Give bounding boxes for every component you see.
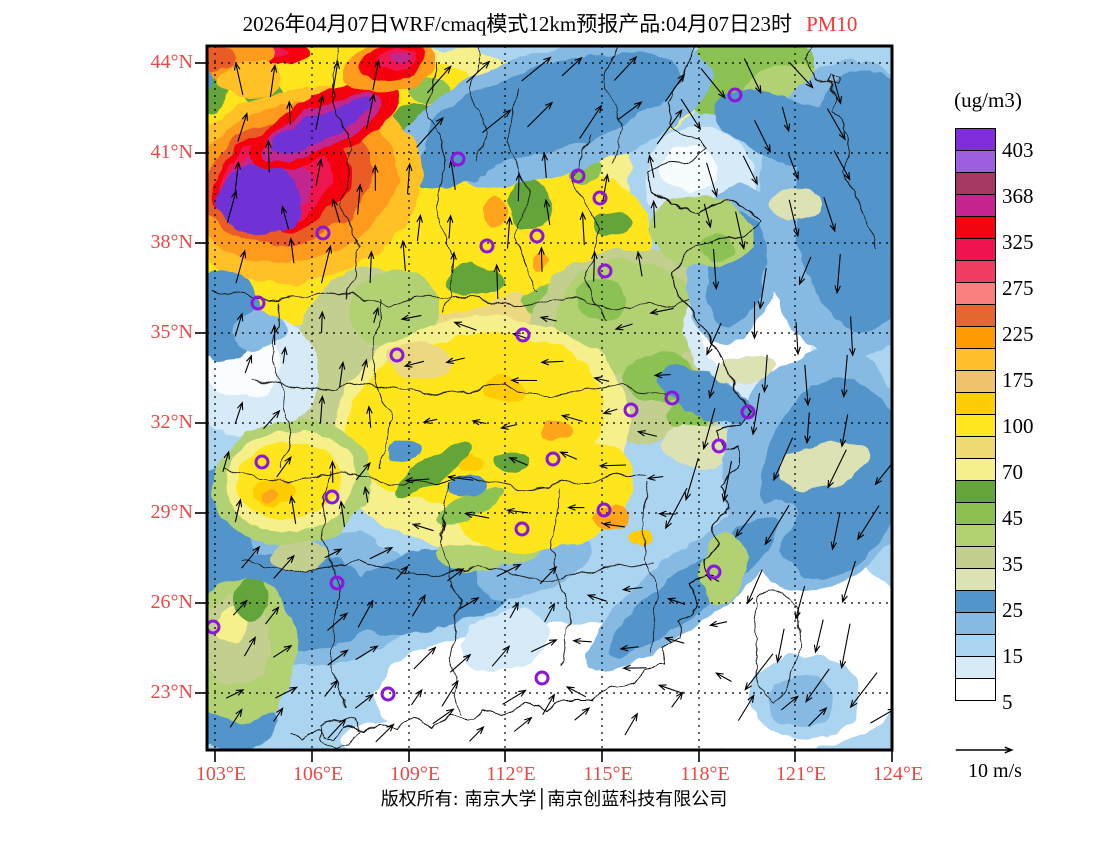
legend-color-box (955, 128, 996, 151)
page-title: 2026年04月07日WRF/cmaq模式12km预报产品:04月07日23时 P… (0, 8, 1100, 38)
city-marker (623, 402, 639, 418)
wind-reference-arrow (955, 746, 1014, 754)
map-plot-area (207, 46, 892, 750)
legend-color-box (955, 436, 996, 459)
city-marker (570, 168, 586, 184)
city-marker (380, 686, 396, 702)
legend-color-box (955, 238, 996, 261)
city-marker (592, 190, 608, 206)
legend-color-box (955, 568, 996, 591)
legend-color-box (955, 282, 996, 305)
lat-tick-label: 32°N (150, 411, 193, 433)
legend-color-box (955, 458, 996, 481)
lat-tick-label: 29°N (150, 501, 193, 523)
lon-tick-label: 124°E (872, 763, 924, 785)
legend-color-box (955, 348, 996, 371)
legend-value-label: 275 (1002, 276, 1034, 300)
city-marker (479, 238, 495, 254)
city-marker (207, 619, 221, 635)
legend-value-label: 35 (1002, 552, 1023, 576)
city-marker (727, 87, 743, 103)
lat-tick-label: 35°N (150, 321, 193, 343)
legend-color-box (955, 546, 996, 569)
city-marker (740, 404, 756, 420)
city-marker (596, 502, 612, 518)
legend-value-label: 15 (1002, 644, 1023, 668)
legend-color-box (955, 260, 996, 283)
pm10-field (207, 46, 892, 750)
legend-color-box (955, 326, 996, 349)
lon-tick-label: 109°E (389, 763, 441, 785)
lon-tick-label: 103°E (195, 763, 247, 785)
city-markers (207, 87, 756, 702)
city-marker (329, 575, 345, 591)
legend-value-label: 100 (1002, 414, 1034, 438)
map-frame (195, 44, 894, 762)
city-marker (664, 390, 680, 406)
city-marker (534, 670, 550, 686)
lat-tick-label: 38°N (150, 231, 193, 253)
city-marker (514, 521, 530, 537)
legend-value-label: 325 (1002, 230, 1034, 254)
city-marker (450, 151, 466, 167)
city-marker (324, 489, 340, 505)
city-marker (529, 228, 545, 244)
legend-color-box (955, 678, 996, 701)
legend-color-box (955, 392, 996, 415)
legend-color-box (955, 150, 996, 173)
legend-value-label: 45 (1002, 506, 1023, 530)
title-text: 2026年04月07日WRF/cmaq模式12km预报产品:04月07日23时 (242, 12, 793, 36)
legend-color-box (955, 612, 996, 635)
legend-color-box (955, 502, 996, 525)
wind-vectors (222, 55, 892, 743)
legend-value-label: 225 (1002, 322, 1034, 346)
city-marker (545, 451, 561, 467)
city-marker (706, 564, 722, 580)
graticule (207, 46, 892, 750)
legend-color-box (955, 634, 996, 657)
legend-color-box (955, 524, 996, 547)
legend-value-label: 25 (1002, 598, 1023, 622)
city-marker (315, 225, 331, 241)
lat-tick-label: 41°N (150, 141, 193, 163)
wind-reference-label: 10 m/s (968, 760, 1022, 782)
legend-color-box (955, 590, 996, 613)
city-marker (254, 454, 270, 470)
lon-tick-label: 121°E (775, 763, 827, 785)
legend-color-box (955, 216, 996, 239)
lat-tick-label: 26°N (150, 591, 193, 613)
city-marker (389, 347, 405, 363)
legend-value-label: 70 (1002, 460, 1023, 484)
legend-color-box (955, 414, 996, 437)
legend-value-label: 175 (1002, 368, 1034, 392)
legend-value-label: 368 (1002, 184, 1034, 208)
pollutant-label: PM10 (806, 12, 858, 36)
lon-tick-label: 106°E (292, 763, 344, 785)
lon-tick-label: 115°E (583, 763, 633, 785)
lat-tick-label: 23°N (150, 681, 193, 703)
city-marker (711, 438, 727, 454)
legend-color-box (955, 172, 996, 195)
lat-tick-label: 44°N (150, 51, 193, 73)
city-marker (250, 295, 266, 311)
lon-tick-label: 118°E (680, 763, 730, 785)
legend-colorbar (955, 128, 996, 701)
legend-value-label: 5 (1002, 690, 1013, 714)
city-marker (515, 327, 531, 343)
copyright-text: 版权所有: 南京大学│南京创蓝科技有限公司 (380, 789, 728, 810)
legend-color-box (955, 304, 996, 327)
legend-color-box (955, 370, 996, 393)
lon-tick-label: 112°E (486, 763, 536, 785)
legend-color-box (955, 194, 996, 217)
city-marker (597, 263, 613, 279)
legend-color-box (955, 656, 996, 679)
legend-unit-label: (ug/m3) (954, 88, 1022, 112)
legend-value-label: 403 (1002, 138, 1034, 162)
legend-color-box (955, 480, 996, 503)
